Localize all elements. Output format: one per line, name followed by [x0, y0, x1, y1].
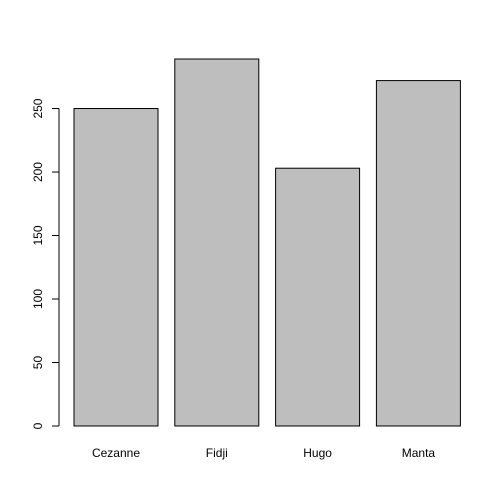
x-axis-labels: Cezanne Fidji Hugo Manta — [92, 446, 435, 460]
y-tick-label: 0 — [31, 422, 45, 429]
bar-manta — [375, 80, 461, 427]
y-tick-label: 100 — [31, 289, 45, 309]
y-tick-label: 250 — [31, 98, 45, 118]
y-tick-label: 150 — [31, 225, 45, 245]
x-category-label: Cezanne — [92, 446, 140, 460]
bars — [73, 58, 461, 427]
x-category-label: Hugo — [303, 446, 332, 460]
bar-fidji — [174, 58, 260, 427]
y-axis: 0 50 100 150 200 250 — [31, 98, 60, 429]
bar-hugo — [275, 167, 361, 427]
y-tick-label: 50 — [31, 356, 45, 370]
y-tick-label: 200 — [31, 162, 45, 182]
x-category-label: Fidji — [206, 446, 228, 460]
x-category-label: Manta — [402, 446, 436, 460]
bar-cezanne — [73, 108, 159, 427]
